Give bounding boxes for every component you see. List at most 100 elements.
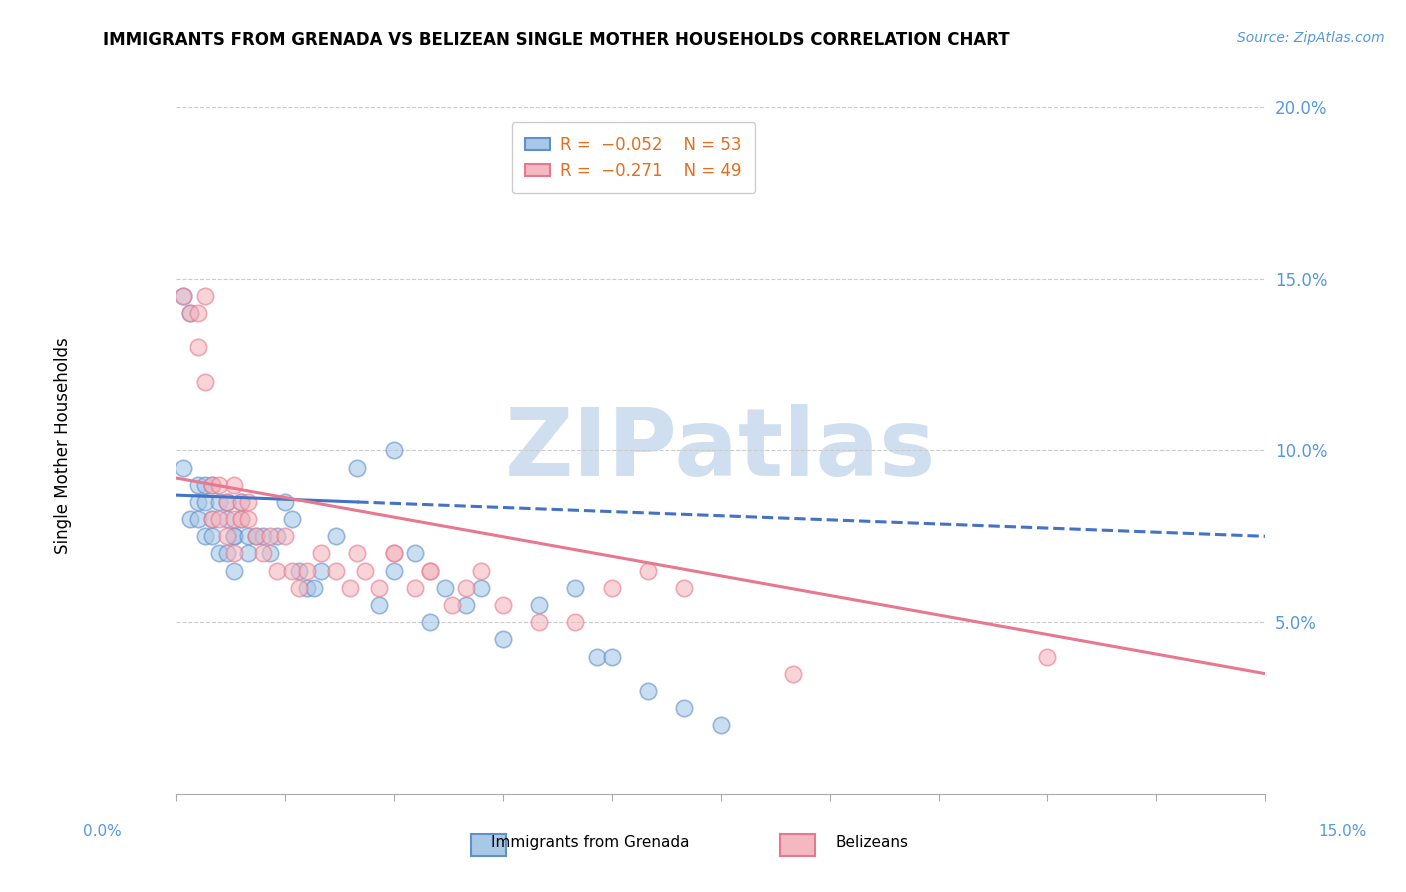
Point [492,632,515,647]
Point [288,581,311,595]
Point [456,598,478,612]
Point [201,512,224,526]
Point [238,512,260,526]
Point [238,546,260,561]
Point [527,615,550,630]
Point [186,478,209,492]
Point [186,306,209,320]
Point [274,529,297,543]
Point [215,529,238,543]
Point [172,289,194,303]
Point [309,564,332,578]
Text: Belizeans: Belizeans [835,836,908,850]
Text: 15.0%: 15.0% [1319,824,1367,838]
Point [201,529,224,543]
Point [382,564,405,578]
Point [281,512,304,526]
Point [346,460,368,475]
Point [782,666,804,681]
Point [419,615,441,630]
Point [456,581,478,595]
Point [470,581,492,595]
Point [186,340,209,354]
Point [405,546,427,561]
Point [586,649,609,664]
Point [215,495,238,509]
Point [222,529,245,543]
Text: Source: ZipAtlas.com: Source: ZipAtlas.com [1237,31,1385,45]
Point [288,564,311,578]
Point [274,495,297,509]
Point [194,289,217,303]
Point [302,581,325,595]
Point [208,495,231,509]
Point [281,564,304,578]
Point [179,306,201,320]
Point [231,512,253,526]
Point [266,564,288,578]
Point [208,546,231,561]
Point [527,598,550,612]
Point [194,478,217,492]
Point [215,495,238,509]
Point [215,546,238,561]
Point [382,546,405,561]
Point [440,598,463,612]
Point [325,529,347,543]
Point [259,529,281,543]
Point [564,581,586,595]
Point [368,581,391,595]
Point [637,564,659,578]
Point [470,564,492,578]
Point [353,564,375,578]
Point [295,564,318,578]
Point [186,512,209,526]
Point [201,478,224,492]
Text: ZIPatlas: ZIPatlas [505,404,936,497]
Point [433,581,456,595]
Point [208,478,231,492]
Point [346,546,368,561]
Point [673,581,696,595]
Point [172,460,194,475]
Point [231,495,253,509]
Point [208,512,231,526]
Point [238,495,260,509]
Point [231,512,253,526]
Point [637,683,659,698]
Point [179,512,201,526]
Point [231,495,253,509]
Text: Immigrants from Grenada: Immigrants from Grenada [491,836,690,850]
Point [215,512,238,526]
Point [222,478,245,492]
Point [252,529,274,543]
Text: Single Mother Households: Single Mother Households [55,338,72,554]
Point [201,512,224,526]
Point [419,564,441,578]
Legend: R =  −0.052    N = 53, R =  −0.271    N = 49: R = −0.052 N = 53, R = −0.271 N = 49 [512,122,755,194]
Point [194,529,217,543]
Point [266,529,288,543]
Point [339,581,361,595]
Point [710,718,733,732]
Point [194,375,217,389]
Point [405,581,427,595]
Point [179,306,201,320]
Point [222,512,245,526]
Point [309,546,332,561]
Point [492,598,515,612]
Point [186,495,209,509]
Text: 0.0%: 0.0% [83,824,122,838]
Point [245,529,267,543]
Point [245,529,267,543]
Point [368,598,391,612]
Point [673,701,696,715]
Point [222,546,245,561]
Point [600,649,623,664]
Point [1036,649,1059,664]
Point [382,443,405,458]
Point [194,495,217,509]
Point [222,529,245,543]
Point [222,564,245,578]
Point [295,581,318,595]
